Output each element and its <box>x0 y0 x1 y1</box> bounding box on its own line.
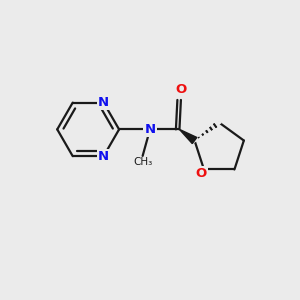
Text: N: N <box>98 96 109 109</box>
Text: CH₃: CH₃ <box>133 158 152 167</box>
Text: N: N <box>98 150 109 163</box>
Text: O: O <box>195 167 207 180</box>
Text: N: N <box>144 123 156 136</box>
Text: O: O <box>175 83 187 96</box>
Polygon shape <box>179 129 197 144</box>
